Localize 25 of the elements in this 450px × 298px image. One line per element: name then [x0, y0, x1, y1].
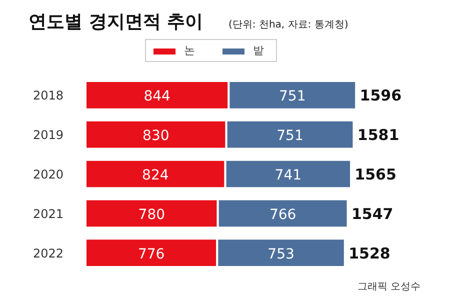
legend-label: 밭	[253, 43, 265, 58]
data-label: 844	[144, 88, 171, 105]
y-tick-label: 2018	[32, 88, 64, 103]
chart-subtitle: (단위: 천ha, 자료: 통계청)	[228, 20, 348, 30]
total-label: 1565	[354, 166, 396, 184]
data-label: 741	[274, 168, 302, 184]
data-label: 824	[142, 168, 169, 184]
data-label: 751	[276, 128, 304, 144]
total-label: 1528	[348, 244, 390, 262]
data-label: 776	[138, 246, 165, 262]
data-label: 751	[279, 88, 306, 105]
legend-label: 논	[184, 43, 196, 58]
text: 그래픽 오성수	[357, 282, 421, 292]
total-label: 1596	[360, 86, 402, 105]
data-label: 766	[269, 206, 296, 223]
data-label: 753	[268, 246, 294, 262]
total-label: 1581	[357, 126, 400, 144]
y-tick-label: 2020	[32, 168, 64, 182]
total-label: 1547	[351, 204, 394, 223]
data-label: 780	[138, 206, 166, 223]
y-tick-label: 2019	[32, 128, 64, 142]
y-tick-label: 2022	[32, 246, 64, 260]
chart-title: 연도별 경지면적 추이	[28, 12, 204, 32]
data-label: 830	[142, 128, 170, 144]
y-tick-label: 2021	[32, 206, 64, 221]
